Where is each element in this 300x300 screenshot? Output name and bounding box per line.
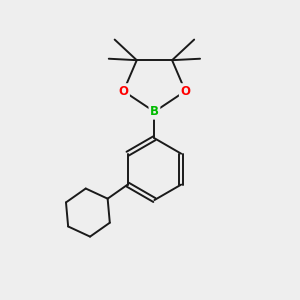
Text: B: B — [150, 105, 159, 118]
Text: O: O — [118, 85, 128, 98]
Text: O: O — [180, 85, 190, 98]
